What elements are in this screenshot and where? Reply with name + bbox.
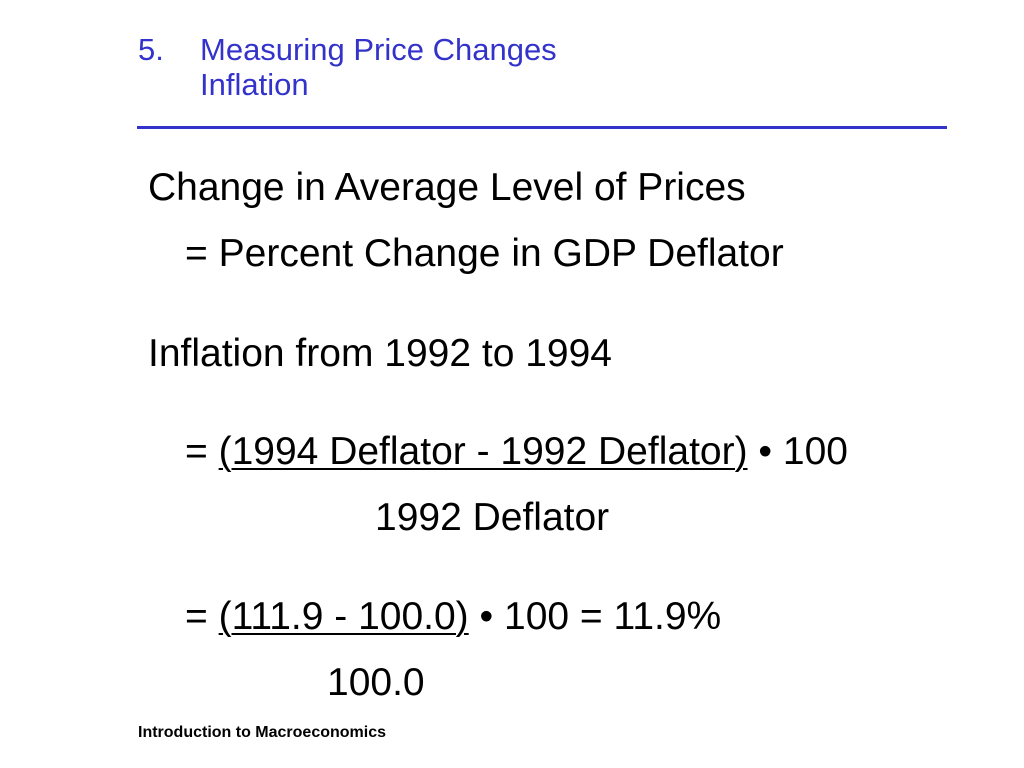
calculation-denominator: 100.0 xyxy=(327,661,425,704)
formula-numerator: (1994 Deflator - 1992 Deflator) xyxy=(218,430,748,473)
slide-title-number: 5. xyxy=(138,32,164,67)
calculation-numerator: (111.9 - 100.0) xyxy=(218,595,469,638)
calculation-equals-sign: = xyxy=(185,595,208,638)
formula-multiplier: • 100 xyxy=(758,430,848,473)
definition-result: = Percent Change in GDP Deflator xyxy=(185,232,784,276)
calculation-multiplier: • 100 = 11.9% xyxy=(479,595,722,638)
example-heading: Inflation from 1992 to 1994 xyxy=(148,332,612,375)
slide-title: 5. Measuring Price Changes Inflation xyxy=(138,32,557,102)
slide-title-line-1: 5. Measuring Price Changes xyxy=(138,32,557,67)
formula-denominator: 1992 Deflator xyxy=(375,496,610,539)
definition-heading: Change in Average Level of Prices xyxy=(148,166,746,209)
footer-course-title: Introduction to Macroeconomics xyxy=(138,724,387,741)
calculation-numerator-line: = (111.9 - 100.0) • 100 = 11.9% xyxy=(185,595,721,639)
definition-equals-sign: = xyxy=(185,232,208,275)
title-divider xyxy=(137,126,947,129)
slide-subtitle: Inflation xyxy=(200,67,309,102)
slide-title-text: Measuring Price Changes xyxy=(200,32,557,67)
formula-equals-sign: = xyxy=(185,430,208,473)
definition-result-text: Percent Change in GDP Deflator xyxy=(218,232,784,275)
formula-numerator-line: = (1994 Deflator - 1992 Deflator) • 100 xyxy=(185,430,848,474)
